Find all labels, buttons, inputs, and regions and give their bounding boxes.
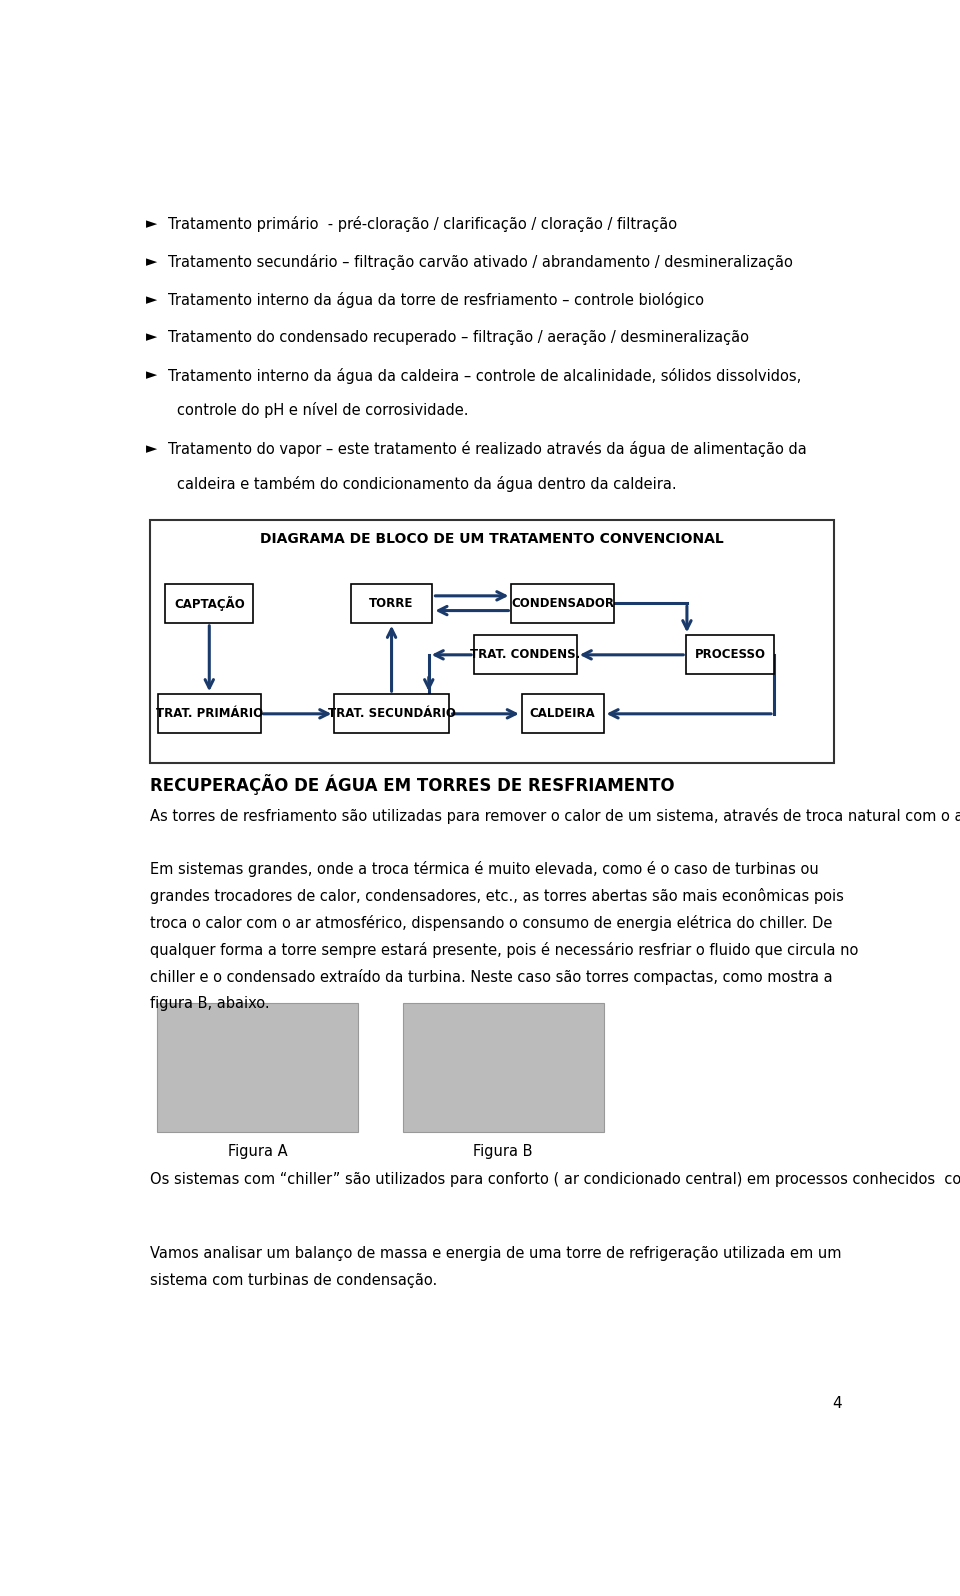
Text: 4: 4 [832, 1395, 842, 1411]
FancyBboxPatch shape [512, 584, 614, 622]
Text: qualquer forma a torre sempre estará presente, pois é necessário resfriar o flui: qualquer forma a torre sempre estará pre… [150, 942, 858, 958]
Text: caldeira e também do condicionamento da água dentro da caldeira.: caldeira e também do condicionamento da … [178, 476, 677, 492]
FancyBboxPatch shape [474, 635, 577, 675]
Text: sistema com turbinas de condensação.: sistema com turbinas de condensação. [150, 1274, 437, 1288]
FancyBboxPatch shape [522, 694, 604, 734]
FancyBboxPatch shape [334, 694, 449, 734]
Text: ►: ► [146, 330, 157, 345]
Text: Tratamento primário  - pré-cloração / clarificação / cloração / filtração: Tratamento primário - pré-cloração / cla… [168, 215, 678, 231]
Text: Tratamento secundário – filtração carvão ativado / abrandamento / desmineralizaç: Tratamento secundário – filtração carvão… [168, 254, 793, 270]
Text: As torres de resfriamento são utilizadas para remover o calor de um sistema, atr: As torres de resfriamento são utilizadas… [150, 809, 960, 825]
Text: Tratamento do condensado recuperado – filtração / aeração / desmineralização: Tratamento do condensado recuperado – fi… [168, 330, 750, 345]
Text: PROCESSO: PROCESSO [695, 648, 765, 661]
Text: ►: ► [146, 215, 157, 231]
FancyBboxPatch shape [158, 694, 260, 734]
FancyBboxPatch shape [157, 1002, 358, 1132]
Text: Figura B: Figura B [473, 1144, 533, 1159]
Text: Tratamento do vapor – este tratamento é realizado através da água de alimentação: Tratamento do vapor – este tratamento é … [168, 442, 807, 458]
Text: Figura A: Figura A [228, 1144, 287, 1159]
Text: TRAT. SECUNDÁRIO: TRAT. SECUNDÁRIO [327, 707, 455, 720]
Text: figura B, abaixo.: figura B, abaixo. [150, 996, 270, 1012]
Text: controle do pH e nível de corrosividade.: controle do pH e nível de corrosividade. [178, 402, 468, 418]
Text: ►: ► [146, 442, 157, 456]
Text: chiller e o condensado extraído da turbina. Neste caso são torres compactas, com: chiller e o condensado extraído da turbi… [150, 969, 832, 985]
Text: ►: ► [146, 254, 157, 270]
Text: Vamos analisar um balanço de massa e energia de uma torre de refrigeração utiliz: Vamos analisar um balanço de massa e ene… [150, 1246, 841, 1261]
Text: Tratamento interno da água da torre de resfriamento – controle biológico: Tratamento interno da água da torre de r… [168, 292, 705, 308]
Text: CONDENSADOR: CONDENSADOR [511, 597, 614, 610]
Text: RECUPERAÇÃO DE ÁGUA EM TORRES DE RESFRIAMENTO: RECUPERAÇÃO DE ÁGUA EM TORRES DE RESFRIA… [150, 774, 674, 795]
FancyBboxPatch shape [350, 584, 432, 622]
Text: TORRE: TORRE [370, 597, 414, 610]
Text: DIAGRAMA DE BLOCO DE UM TRATAMENTO CONVENCIONAL: DIAGRAMA DE BLOCO DE UM TRATAMENTO CONVE… [260, 531, 724, 546]
Text: CALDEIRA: CALDEIRA [530, 707, 595, 720]
Text: Em sistemas grandes, onde a troca térmica é muito elevada, como é o caso de turb: Em sistemas grandes, onde a troca térmic… [150, 862, 819, 878]
Text: Os sistemas com “chiller” são utilizados para conforto ( ar condicionado central: Os sistemas com “chiller” são utilizados… [150, 1171, 960, 1187]
Text: Tratamento interno da água da caldeira – controle de alcalinidade, sólidos disso: Tratamento interno da água da caldeira –… [168, 367, 802, 383]
Text: ►: ► [146, 367, 157, 383]
Text: ►: ► [146, 292, 157, 306]
FancyBboxPatch shape [686, 635, 774, 675]
FancyBboxPatch shape [403, 1002, 604, 1132]
FancyBboxPatch shape [150, 520, 834, 763]
Text: grandes trocadores de calor, condensadores, etc., as torres abertas são mais eco: grandes trocadores de calor, condensador… [150, 889, 844, 905]
Text: troca o calor com o ar atmosférico, dispensando o consumo de energia elétrica do: troca o calor com o ar atmosférico, disp… [150, 916, 832, 932]
Text: TRAT. PRIMÁRIO: TRAT. PRIMÁRIO [156, 707, 263, 720]
FancyBboxPatch shape [165, 584, 253, 622]
Text: TRAT. CONDENS.: TRAT. CONDENS. [470, 648, 581, 661]
Text: CAPTAÇÃO: CAPTAÇÃO [174, 595, 245, 611]
